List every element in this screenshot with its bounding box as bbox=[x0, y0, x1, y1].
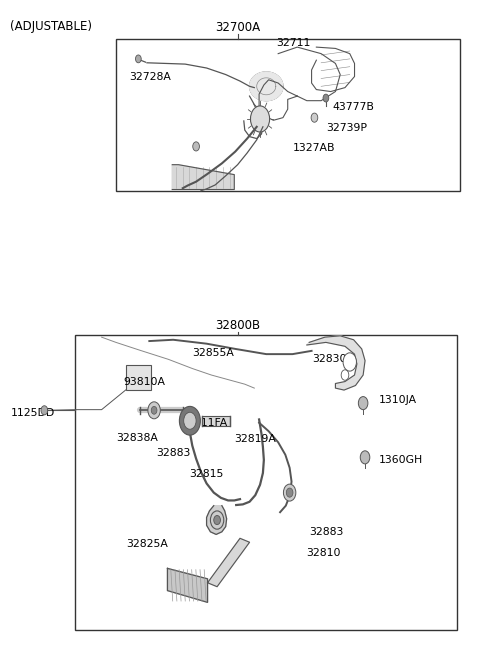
Circle shape bbox=[251, 106, 270, 132]
Bar bbox=[202, 415, 230, 426]
Text: 32825A: 32825A bbox=[126, 539, 168, 548]
Polygon shape bbox=[206, 506, 227, 535]
Text: 1327AB: 1327AB bbox=[292, 144, 335, 154]
Circle shape bbox=[343, 353, 357, 371]
Circle shape bbox=[151, 406, 157, 414]
Circle shape bbox=[311, 113, 318, 122]
Circle shape bbox=[184, 412, 196, 429]
Text: 32883: 32883 bbox=[309, 527, 344, 537]
Text: 32700A: 32700A bbox=[215, 21, 260, 34]
Bar bbox=[116, 39, 459, 191]
Polygon shape bbox=[250, 72, 283, 100]
Circle shape bbox=[360, 451, 370, 464]
Circle shape bbox=[41, 405, 48, 415]
Text: 32800B: 32800B bbox=[215, 319, 260, 332]
Circle shape bbox=[135, 55, 141, 63]
Text: 32711: 32711 bbox=[276, 38, 310, 48]
Text: 32815: 32815 bbox=[189, 468, 223, 479]
Text: 32883: 32883 bbox=[156, 449, 191, 459]
Circle shape bbox=[214, 516, 220, 525]
Circle shape bbox=[323, 94, 329, 102]
Circle shape bbox=[341, 370, 349, 380]
Bar bbox=[75, 335, 457, 630]
Circle shape bbox=[359, 397, 368, 409]
Text: 1125DD: 1125DD bbox=[11, 408, 55, 418]
Circle shape bbox=[180, 406, 200, 435]
Text: 1360GH: 1360GH bbox=[378, 455, 423, 465]
Circle shape bbox=[210, 511, 224, 529]
Text: 32810: 32810 bbox=[306, 548, 340, 558]
Polygon shape bbox=[172, 165, 234, 190]
Text: 93810A: 93810A bbox=[123, 377, 165, 386]
Polygon shape bbox=[168, 568, 207, 602]
Circle shape bbox=[286, 488, 293, 497]
Text: 1310JA: 1310JA bbox=[378, 395, 417, 405]
Text: 32838A: 32838A bbox=[116, 433, 158, 443]
Polygon shape bbox=[207, 539, 250, 586]
Text: 32855A: 32855A bbox=[192, 348, 234, 358]
Text: 32728A: 32728A bbox=[129, 72, 171, 82]
Bar bbox=[126, 365, 151, 390]
Circle shape bbox=[193, 142, 199, 151]
Polygon shape bbox=[307, 336, 365, 390]
Text: 32819A: 32819A bbox=[234, 434, 276, 444]
Text: 43777B: 43777B bbox=[332, 102, 374, 112]
Text: 1311FA: 1311FA bbox=[188, 418, 228, 428]
Circle shape bbox=[283, 484, 296, 501]
Text: 32739P: 32739P bbox=[326, 123, 367, 133]
Text: (ADJUSTABLE): (ADJUSTABLE) bbox=[10, 20, 92, 33]
Text: 32830B: 32830B bbox=[312, 354, 355, 364]
Circle shape bbox=[148, 402, 160, 419]
